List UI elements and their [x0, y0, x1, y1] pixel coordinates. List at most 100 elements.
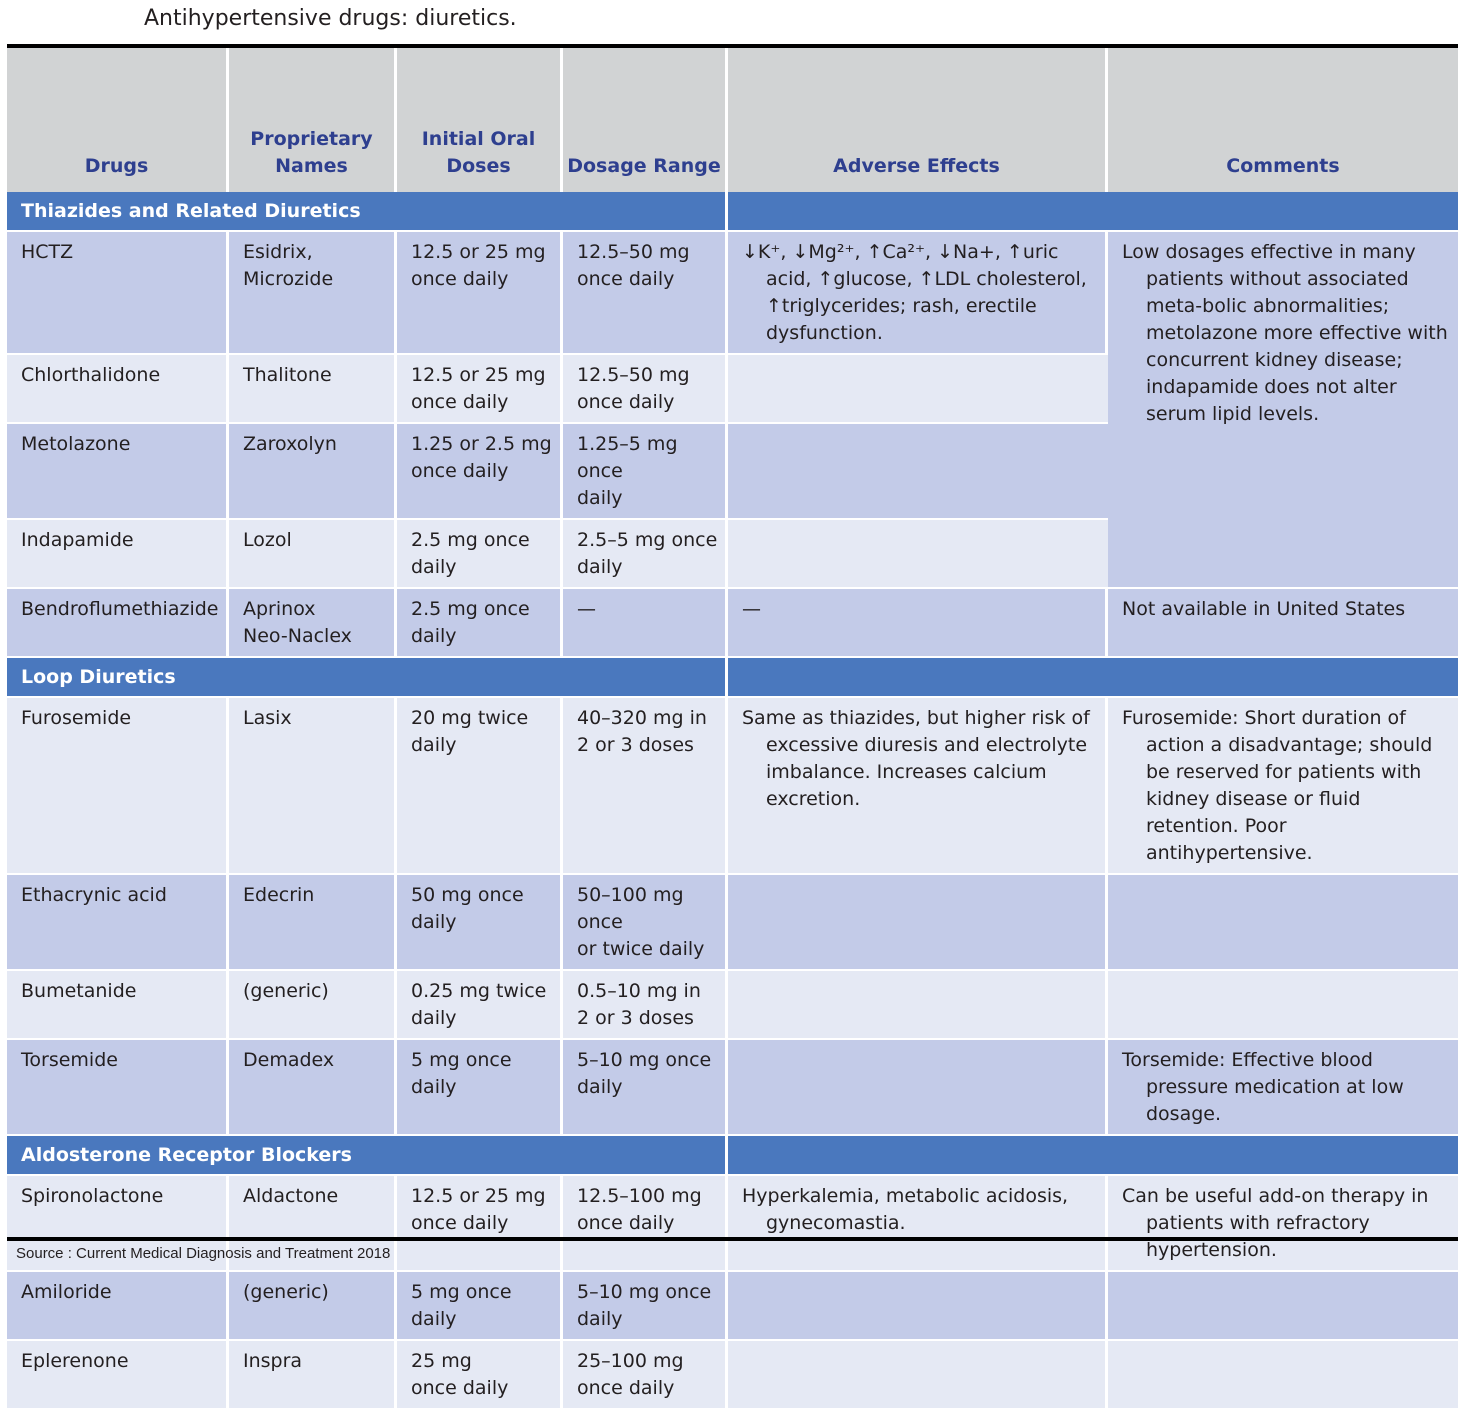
- adverse-effects: Hyperkalemia, metabolic acidosis, gyneco…: [728, 1176, 1108, 1272]
- initial-dose: 50 mg once daily: [397, 875, 563, 971]
- drug-name: Chlorthalidone: [7, 355, 229, 424]
- dosage-range: 5–10 mg once daily: [563, 1040, 728, 1136]
- table-row: Amiloride (generic) 5 mg once daily 5–10…: [7, 1272, 1458, 1341]
- drug-name: Bumetanide: [7, 971, 229, 1040]
- initial-dose: 5 mg once daily: [397, 1040, 563, 1136]
- adverse-effects: [728, 1040, 1108, 1136]
- table-row: Metolazone Zaroxolyn 1.25 or 2.5 mg once…: [7, 424, 1458, 520]
- initial-dose: 20 mg twice daily: [397, 698, 563, 875]
- dosage-range: 12.5–50 mg once daily: [563, 355, 728, 424]
- section-row-loop: Loop Diuretics: [7, 658, 1458, 698]
- dosage-range: 1.25–5 mg once daily: [563, 424, 728, 520]
- table-row: Spironolactone Aldactone 12.5 or 25 mg o…: [7, 1176, 1458, 1272]
- bottom-rule: [7, 1237, 1458, 1241]
- table-row: Bendroflumethiazide Aprinox Neo-Naclex 2…: [7, 589, 1458, 658]
- table-row: Eplerenone Inspra 25 mg once daily 25–10…: [7, 1341, 1458, 1410]
- proprietary-names: Inspra: [229, 1341, 397, 1410]
- table-row: Torsemide Demadex 5 mg once daily 5–10 m…: [7, 1040, 1458, 1136]
- comments: [1108, 1272, 1458, 1341]
- dosage-range: 2.5–5 mg once daily: [563, 520, 728, 589]
- dosage-range: 0.5–10 mg in 2 or 3 doses: [563, 971, 728, 1040]
- header-adverse-effects: Adverse Effects: [728, 48, 1108, 192]
- proprietary-names: Demadex: [229, 1040, 397, 1136]
- proprietary-names: Lasix: [229, 698, 397, 875]
- adverse-effects: [728, 355, 1108, 424]
- table-row: Bumetanide (generic) 0.25 mg twice daily…: [7, 971, 1458, 1040]
- adverse-effects: [728, 520, 1108, 589]
- initial-dose: 12.5 or 25 mg once daily: [397, 1176, 563, 1272]
- dosage-range: 40–320 mg in 2 or 3 doses: [563, 698, 728, 875]
- table-row: Ethacrynic acid Edecrin 50 mg once daily…: [7, 875, 1458, 971]
- section-spacer: [728, 658, 1458, 698]
- proprietary-names: Lozol: [229, 520, 397, 589]
- comments: [1108, 1341, 1458, 1410]
- header-dosage-range: Dosage Range: [563, 48, 728, 192]
- table-row: HCTZ Esidrix, Microzide 12.5 or 25 mg on…: [7, 232, 1458, 589]
- proprietary-names: Esidrix, Microzide: [229, 232, 397, 355]
- header-proprietary-names: Proprietary Names: [229, 48, 397, 192]
- top-rule: [7, 44, 1458, 48]
- diuretics-table: Drugs Proprietary Names Initial Oral Dos…: [7, 48, 1458, 1410]
- dosage-range: 5–10 mg once daily: [563, 1272, 728, 1341]
- initial-dose: 1.25 or 2.5 mg once daily: [397, 424, 563, 520]
- adverse-effects: [728, 1341, 1108, 1410]
- proprietary-names: Zaroxolyn: [229, 424, 397, 520]
- drug-name: Amiloride: [7, 1272, 229, 1341]
- drug-name: Ethacrynic acid: [7, 875, 229, 971]
- comments: Torsemide: Effective blood pressure medi…: [1108, 1040, 1458, 1136]
- adverse-effects-text: Same as thiazides, but higher risk of ex…: [742, 707, 1090, 810]
- adverse-effects: [728, 875, 1108, 971]
- dosage-range: —: [563, 589, 728, 658]
- dosage-range: 25–100 mg once daily: [563, 1341, 728, 1410]
- drug-name: Eplerenone: [7, 1341, 229, 1410]
- initial-dose: 12.5 or 25 mg once daily: [397, 355, 563, 424]
- section-spacer: [728, 1136, 1458, 1176]
- table-title: Antihypertensive drugs: diuretics.: [144, 6, 517, 31]
- comments-text: Furosemide: Short duration of action a d…: [1122, 707, 1433, 864]
- section-title-thiazides: Thiazides and Related Diuretics: [7, 192, 728, 232]
- drug-name: HCTZ: [7, 232, 229, 355]
- initial-dose: 25 mg once daily: [397, 1341, 563, 1410]
- adverse-effects: Same as thiazides, but higher risk of ex…: [728, 698, 1108, 875]
- proprietary-names: (generic): [229, 1272, 397, 1341]
- comments-text: Can be useful add-on therapy in patients…: [1122, 1185, 1429, 1261]
- comments: [1108, 875, 1458, 971]
- section-row-aldosterone: Aldosterone Receptor Blockers: [7, 1136, 1458, 1176]
- initial-dose: 2.5 mg once daily: [397, 520, 563, 589]
- adverse-effects: [728, 424, 1108, 520]
- proprietary-names: (generic): [229, 971, 397, 1040]
- table-row: Furosemide Lasix 20 mg twice daily 40–32…: [7, 698, 1458, 875]
- dosage-range: 50–100 mg once or twice daily: [563, 875, 728, 971]
- adverse-effects-text: ↓K⁺, ↓Mg²⁺, ↑Ca²⁺, ↓Na+, ↑uric acid, ↑gl…: [742, 241, 1087, 344]
- header-initial-oral-doses: Initial Oral Doses: [397, 48, 563, 192]
- proprietary-names: Edecrin: [229, 875, 397, 971]
- drug-name: Indapamide: [7, 520, 229, 589]
- adverse-effects: ↓K⁺, ↓Mg²⁺, ↑Ca²⁺, ↓Na+, ↑uric acid, ↑gl…: [728, 232, 1108, 355]
- adverse-effects: —: [728, 589, 1108, 658]
- section-title-aldosterone: Aldosterone Receptor Blockers: [7, 1136, 728, 1176]
- drug-name: Furosemide: [7, 698, 229, 875]
- adverse-effects: [728, 1272, 1108, 1341]
- section-title-loop: Loop Diuretics: [7, 658, 728, 698]
- comments-text: Low dosages effective in many patients w…: [1122, 241, 1448, 425]
- table-row: Chlorthalidone Thalitone 12.5 or 25 mg o…: [7, 355, 1458, 424]
- initial-dose: 5 mg once daily: [397, 1272, 563, 1341]
- drug-name: Metolazone: [7, 424, 229, 520]
- comments: Not available in United States: [1108, 589, 1458, 658]
- adverse-effects: [728, 971, 1108, 1040]
- dosage-range: 12.5–50 mg once daily: [563, 232, 728, 355]
- dosage-range: 12.5–100 mg once daily: [563, 1176, 728, 1272]
- header-comments: Comments: [1108, 48, 1458, 192]
- adverse-effects-text: Hyperkalemia, metabolic acidosis, gyneco…: [742, 1185, 1069, 1234]
- drug-name: Spironolactone: [7, 1176, 229, 1272]
- comments: Low dosages effective in many patients w…: [1108, 232, 1458, 589]
- initial-dose: 2.5 mg once daily: [397, 589, 563, 658]
- proprietary-names: Aldactone: [229, 1176, 397, 1272]
- drug-name: Bendroflumethiazide: [7, 589, 229, 658]
- comments: Furosemide: Short duration of action a d…: [1108, 698, 1458, 875]
- section-spacer: [728, 192, 1458, 232]
- proprietary-names: Thalitone: [229, 355, 397, 424]
- initial-dose: 12.5 or 25 mg once daily: [397, 232, 563, 355]
- header-drugs: Drugs: [7, 48, 229, 192]
- source-note: Source : Current Medical Diagnosis and T…: [16, 1245, 391, 1262]
